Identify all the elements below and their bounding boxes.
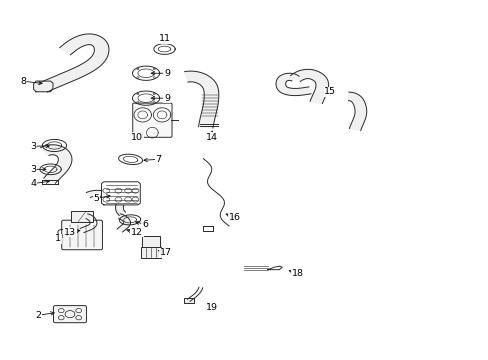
- Bar: [71, 211, 93, 222]
- FancyBboxPatch shape: [61, 220, 102, 250]
- Polygon shape: [348, 92, 366, 130]
- Bar: [142, 236, 159, 247]
- Text: 2: 2: [35, 311, 41, 320]
- Text: 13: 13: [64, 228, 76, 237]
- Text: 11: 11: [158, 34, 170, 43]
- Text: 10: 10: [131, 133, 142, 142]
- Text: 15: 15: [324, 87, 336, 96]
- Text: 8: 8: [20, 77, 26, 86]
- Polygon shape: [40, 34, 109, 92]
- Text: 14: 14: [205, 133, 218, 142]
- Polygon shape: [290, 69, 328, 104]
- Text: 9: 9: [163, 94, 169, 103]
- FancyBboxPatch shape: [132, 103, 172, 137]
- Bar: [141, 247, 160, 258]
- Polygon shape: [80, 214, 97, 233]
- Text: 6: 6: [142, 220, 148, 229]
- Polygon shape: [41, 145, 72, 183]
- Text: 5: 5: [93, 194, 100, 203]
- Bar: [183, 298, 193, 303]
- Text: 12: 12: [131, 228, 142, 237]
- Polygon shape: [275, 73, 310, 96]
- Text: 18: 18: [291, 269, 303, 278]
- Text: 1: 1: [55, 234, 61, 243]
- Text: 3: 3: [30, 165, 37, 174]
- Text: 3: 3: [30, 142, 37, 151]
- Polygon shape: [117, 214, 130, 232]
- Text: 7: 7: [155, 155, 161, 164]
- Text: 19: 19: [205, 303, 217, 312]
- FancyBboxPatch shape: [53, 306, 86, 323]
- Text: 4: 4: [31, 179, 37, 188]
- Polygon shape: [184, 71, 218, 128]
- Text: 16: 16: [228, 213, 240, 222]
- Polygon shape: [86, 190, 102, 197]
- Polygon shape: [34, 81, 53, 92]
- Text: 17: 17: [160, 248, 172, 257]
- Polygon shape: [115, 204, 125, 216]
- Text: 9: 9: [163, 69, 169, 78]
